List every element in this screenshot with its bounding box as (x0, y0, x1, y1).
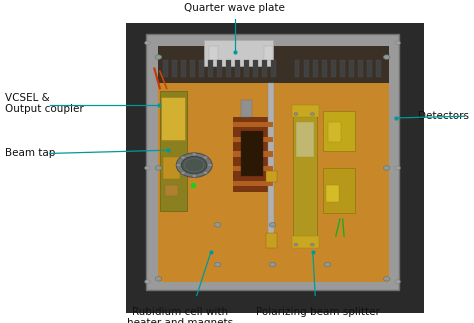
Circle shape (310, 244, 314, 246)
Text: Quarter wave plate: Quarter wave plate (184, 3, 285, 13)
Bar (265, 233, 277, 247)
Text: Detectors: Detectors (418, 111, 469, 121)
Bar (272, 60, 276, 77)
Bar (165, 185, 178, 196)
Text: VCSEL &
Output coupler: VCSEL & Output coupler (5, 93, 83, 114)
Circle shape (324, 262, 331, 267)
Circle shape (269, 262, 276, 267)
Bar (253, 60, 258, 77)
Circle shape (176, 164, 181, 167)
Text: Beam tap: Beam tap (5, 149, 55, 158)
Bar (190, 60, 195, 77)
Bar (241, 131, 263, 176)
Bar (349, 60, 354, 77)
Circle shape (208, 164, 212, 167)
Bar (323, 168, 355, 214)
Circle shape (145, 166, 150, 170)
Circle shape (203, 156, 208, 159)
Circle shape (155, 55, 162, 59)
Circle shape (192, 174, 196, 177)
Bar (210, 46, 218, 60)
Circle shape (395, 166, 401, 170)
Bar (263, 60, 267, 77)
Circle shape (383, 166, 390, 170)
Bar (292, 105, 319, 117)
Bar (264, 46, 273, 60)
Bar (235, 60, 240, 77)
Circle shape (294, 244, 298, 246)
Bar (181, 60, 186, 77)
Bar (376, 60, 381, 77)
Bar (241, 100, 252, 117)
Circle shape (176, 153, 212, 177)
Bar (358, 60, 363, 77)
Bar (292, 236, 319, 247)
Bar (293, 105, 317, 239)
Bar (161, 97, 184, 140)
Bar (135, 26, 410, 310)
Bar (233, 117, 273, 191)
Bar (326, 185, 338, 202)
Text: Polarizing beam splitter: Polarizing beam splitter (255, 307, 380, 317)
Bar (163, 157, 181, 179)
Circle shape (181, 156, 185, 159)
Bar (233, 181, 273, 186)
Bar (323, 111, 355, 151)
Bar (233, 166, 273, 172)
Circle shape (383, 55, 390, 59)
Bar (199, 60, 204, 77)
Circle shape (395, 280, 401, 284)
Circle shape (192, 153, 196, 156)
Bar (265, 171, 277, 182)
Circle shape (145, 41, 150, 45)
Bar (233, 122, 273, 127)
Bar (313, 60, 318, 77)
Circle shape (182, 156, 207, 174)
Text: Rubidium cell with
heater and magnets: Rubidium cell with heater and magnets (127, 307, 233, 323)
Bar (331, 60, 336, 77)
Bar (268, 83, 274, 239)
Bar (233, 137, 273, 142)
Bar (296, 122, 314, 157)
Circle shape (395, 41, 401, 45)
Circle shape (155, 276, 162, 281)
Bar (244, 60, 249, 77)
Circle shape (181, 171, 185, 174)
Bar (340, 60, 345, 77)
Circle shape (155, 166, 162, 170)
Circle shape (214, 262, 221, 267)
Bar (217, 60, 222, 77)
Circle shape (294, 113, 298, 115)
Bar (146, 34, 399, 290)
Circle shape (145, 280, 150, 284)
Circle shape (269, 223, 276, 227)
Bar (294, 60, 300, 77)
Circle shape (203, 171, 208, 174)
Bar (208, 60, 213, 77)
Bar (367, 60, 372, 77)
Bar (158, 46, 390, 83)
Circle shape (383, 276, 390, 281)
Bar (328, 122, 341, 142)
Bar (172, 60, 177, 77)
Circle shape (310, 113, 314, 115)
Bar (226, 60, 231, 77)
Bar (160, 91, 187, 211)
Circle shape (214, 223, 221, 227)
Bar (233, 151, 273, 157)
Bar (304, 60, 309, 77)
Bar (126, 23, 424, 313)
Bar (163, 60, 167, 77)
Bar (204, 40, 273, 66)
Bar (158, 46, 390, 282)
Bar (322, 60, 327, 77)
